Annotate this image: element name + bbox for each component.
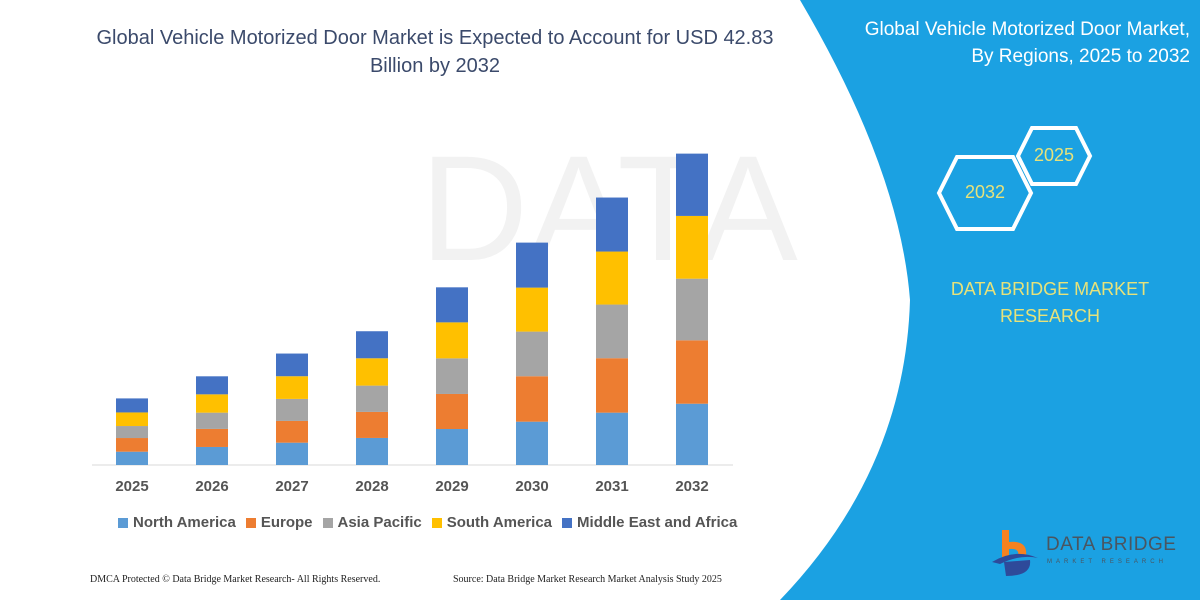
x-tick-label: 2026 [195, 478, 229, 495]
bar-segment-2032-middle-east-and-africa [676, 153, 708, 216]
x-tick-label: 2032 [675, 478, 709, 495]
bar-segment-2026-north-america [196, 446, 228, 465]
bar-segment-2029-asia-pacific [436, 358, 468, 394]
bar-segment-2025-asia-pacific [116, 426, 148, 439]
bar-segment-2027-north-america [276, 442, 308, 465]
brand-text: DATA BRIDGE MARKET RESEARCH [950, 279, 1150, 326]
bar-segment-2031-europe [596, 358, 628, 413]
bar-segment-2032-europe [676, 340, 708, 404]
bar-segment-2028-north-america [356, 437, 388, 465]
chart-title: Global Vehicle Motorized Door Market is … [96, 27, 774, 77]
bar-segment-2030-south-america [516, 287, 548, 332]
side-panel-title: Global Vehicle Motorized Door Market, By… [864, 19, 1190, 67]
bar-segment-2030-middle-east-and-africa [516, 242, 548, 288]
bar-segment-2028-asia-pacific [356, 385, 388, 412]
legend-label: South America [446, 514, 553, 531]
bar-segment-2026-middle-east-and-africa [196, 376, 228, 395]
bar-segment-2030-north-america [516, 421, 548, 465]
bars-group [116, 153, 708, 465]
x-tick-label: 2028 [355, 478, 389, 495]
bar-segment-2026-asia-pacific [196, 412, 228, 429]
bar-segment-2031-asia-pacific [596, 304, 628, 359]
data-bridge-logo-icon [992, 530, 1038, 576]
bar-segment-2025-north-america [116, 451, 148, 465]
bar-segment-2032-south-america [676, 215, 708, 279]
legend-label: Asia Pacific [337, 514, 422, 531]
source-text: Source: Data Bridge Market Research Mark… [453, 574, 722, 585]
bar-segment-2031-middle-east-and-africa [596, 197, 628, 252]
bar-segment-2029-south-america [436, 322, 468, 359]
bar-segment-2032-north-america [676, 403, 708, 465]
bar-segment-2030-europe [516, 376, 548, 422]
bar-segment-2026-europe [196, 428, 228, 447]
bar-segment-2031-south-america [596, 251, 628, 305]
bar-segment-2028-south-america [356, 358, 388, 386]
bar-segment-2025-europe [116, 438, 148, 452]
x-tick-label: 2027 [275, 478, 309, 495]
hexagon-2032-icon [936, 155, 1034, 231]
side-panel-background [780, 0, 1200, 600]
bar-segment-2028-europe [356, 411, 388, 438]
bar-segment-2025-south-america [116, 412, 148, 427]
legend-item-south-america: South America [431, 514, 553, 531]
bar-segment-2027-middle-east-and-africa [276, 353, 308, 377]
x-tick-label: 2030 [515, 478, 549, 495]
x-tick-label: 2025 [115, 478, 149, 495]
x-tick-label: 2029 [435, 478, 469, 495]
legend-label: Europe [260, 514, 313, 531]
copyright-text: DMCA Protected © Data Bridge Market Rese… [90, 574, 381, 585]
bar-segment-2027-europe [276, 420, 308, 443]
bar-segment-2025-middle-east-and-africa [116, 398, 148, 413]
bar-segment-2029-middle-east-and-africa [436, 287, 468, 323]
hex-label-2032: 2032 [964, 182, 1006, 202]
bar-segment-2028-middle-east-and-africa [356, 331, 388, 359]
logo-name: DATA BRIDGE [1046, 534, 1177, 555]
x-tick-label: 2031 [595, 478, 629, 495]
bar-segment-2026-south-america [196, 394, 228, 413]
legend-item-europe: Europe [245, 514, 313, 531]
hexagon-2025-icon [1015, 126, 1093, 186]
bar-segment-2032-asia-pacific [676, 278, 708, 341]
legend-item-north-america: North America [118, 514, 236, 531]
legend-label: North America [133, 514, 236, 531]
bar-segment-2029-europe [436, 393, 468, 430]
hex-label-2025: 2025 [1033, 145, 1075, 165]
logo-tagline: MARKET RESEARCH [1047, 559, 1167, 565]
legend-item-middle-east-africa: Middle East and Africa [562, 514, 737, 531]
bar-segment-2031-north-america [596, 412, 628, 465]
legend-label: Middle East and Africa [577, 514, 738, 531]
legend-item-asia-pacific: Asia Pacific [322, 514, 422, 531]
legend: North America Europe Asia Pacific South … [118, 514, 737, 531]
bar-segment-2027-asia-pacific [276, 398, 308, 421]
bar-segment-2029-north-america [436, 429, 468, 465]
bar-segment-2027-south-america [276, 376, 308, 399]
bar-segment-2030-asia-pacific [516, 331, 548, 377]
